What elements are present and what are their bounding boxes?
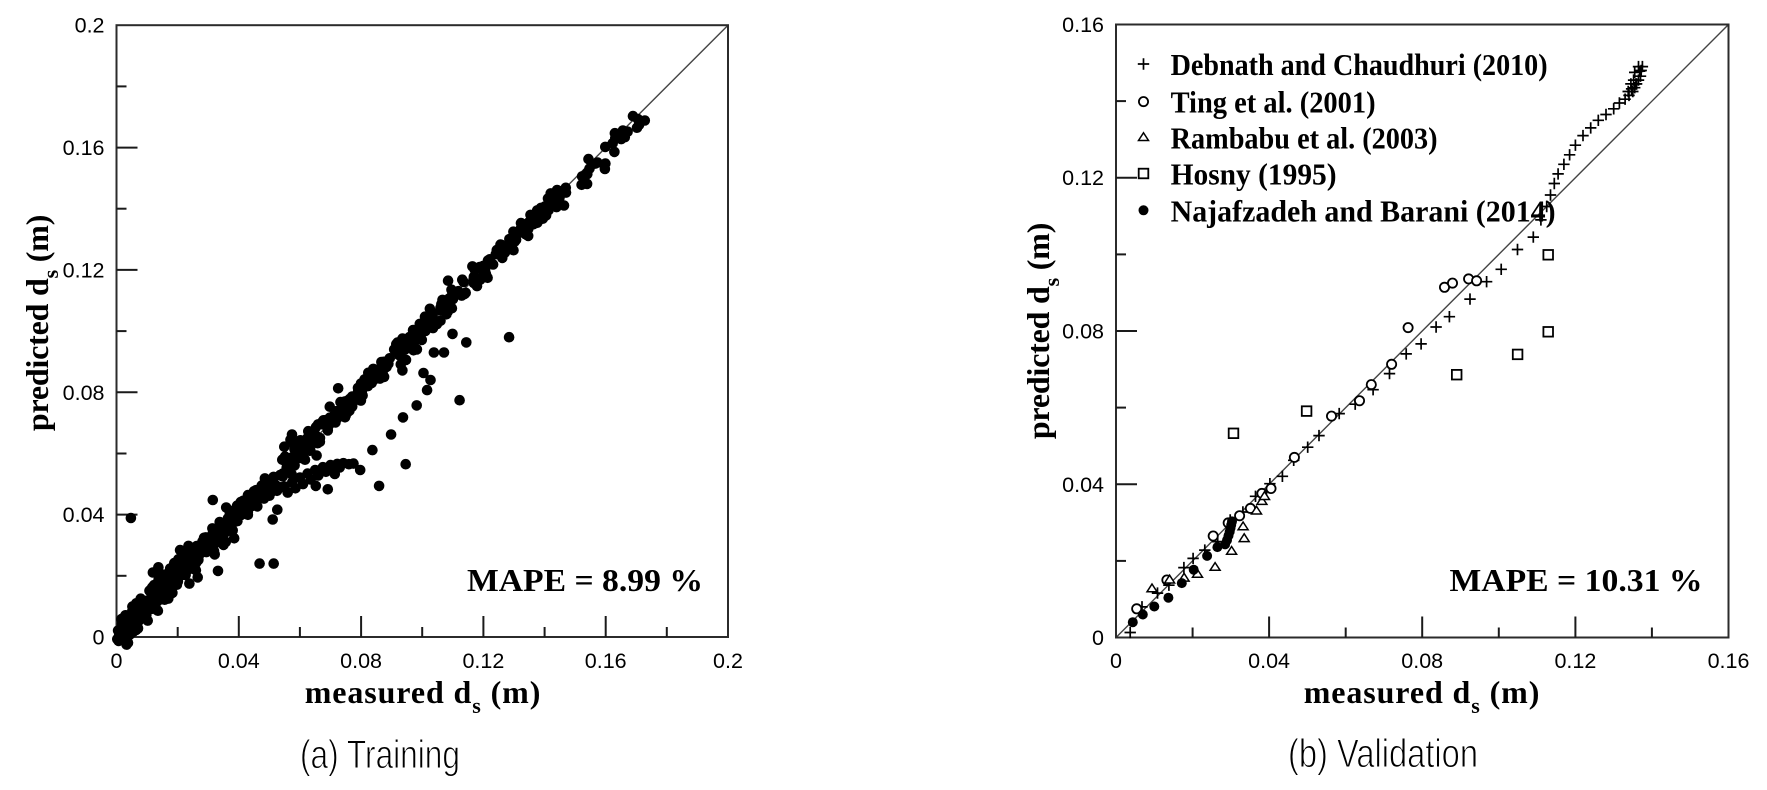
svg-text:(a) Training: (a) Training bbox=[300, 733, 460, 777]
svg-text:0: 0 bbox=[1092, 626, 1104, 650]
svg-text:0.04: 0.04 bbox=[63, 503, 105, 527]
svg-text:0.08: 0.08 bbox=[63, 381, 105, 405]
svg-text:Najafzadeh and Barani (2014): Najafzadeh and Barani (2014) bbox=[1171, 193, 1556, 228]
svg-text:0.12: 0.12 bbox=[1554, 649, 1596, 673]
svg-text:0.2: 0.2 bbox=[713, 649, 743, 673]
svg-text:0.16: 0.16 bbox=[63, 136, 105, 160]
svg-text:0.12: 0.12 bbox=[462, 649, 504, 673]
svg-text:MAPE = 8.99 %: MAPE = 8.99 % bbox=[467, 562, 703, 598]
svg-text:Debnath and Chaudhuri (2010): Debnath and Chaudhuri (2010) bbox=[1171, 47, 1548, 82]
svg-text:0.16: 0.16 bbox=[1708, 649, 1750, 673]
svg-text:0.12: 0.12 bbox=[63, 258, 105, 282]
svg-text:Rambabu et al. (2003): Rambabu et al. (2003) bbox=[1171, 121, 1438, 156]
svg-text:MAPE = 10.31 %: MAPE = 10.31 % bbox=[1450, 562, 1703, 598]
svg-text:0.16: 0.16 bbox=[1062, 13, 1104, 37]
svg-text:0.12: 0.12 bbox=[1062, 166, 1104, 190]
svg-text:0.04: 0.04 bbox=[1248, 649, 1290, 673]
svg-text:0.08: 0.08 bbox=[1062, 320, 1104, 344]
svg-text:0.16: 0.16 bbox=[585, 649, 627, 673]
svg-text:(b) Validation: (b) Validation bbox=[1288, 732, 1478, 776]
svg-text:0.2: 0.2 bbox=[75, 14, 105, 38]
svg-text:0: 0 bbox=[111, 649, 123, 673]
svg-text:0.08: 0.08 bbox=[340, 649, 382, 673]
svg-text:0.04: 0.04 bbox=[218, 649, 260, 673]
svg-text:Ting et al. (2001): Ting et al. (2001) bbox=[1171, 85, 1376, 120]
svg-text:0.04: 0.04 bbox=[1062, 473, 1104, 497]
svg-text:Hosny (1995): Hosny (1995) bbox=[1171, 157, 1337, 192]
svg-text:0: 0 bbox=[1110, 649, 1122, 673]
svg-text:0.08: 0.08 bbox=[1401, 649, 1443, 673]
svg-text:0: 0 bbox=[93, 626, 105, 650]
